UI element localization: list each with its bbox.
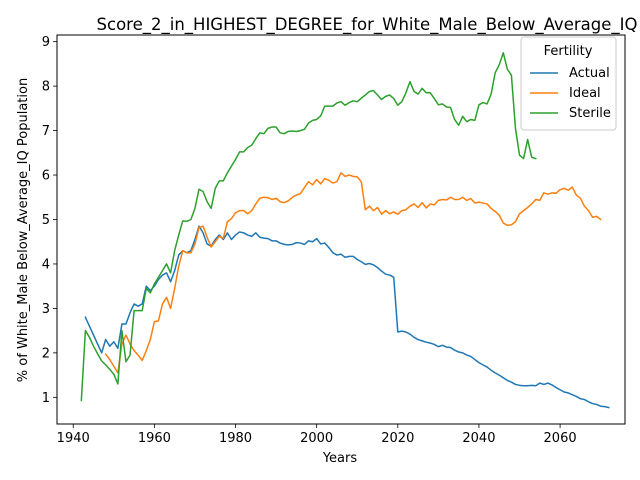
x-tick-label: 1960 bbox=[138, 431, 171, 446]
y-tick-label: 6 bbox=[42, 169, 50, 184]
legend: Fertility Actual Ideal Sterile bbox=[520, 36, 617, 131]
x-axis: 1940 1960 1980 2000 2020 2040 2060 bbox=[57, 424, 577, 446]
series-line-actual bbox=[84, 225, 610, 409]
y-tick-label: 8 bbox=[42, 80, 50, 95]
y-tick-label: 9 bbox=[42, 35, 50, 50]
legend-label-ideal: Ideal bbox=[569, 86, 601, 101]
plot-lines bbox=[80, 52, 610, 409]
y-tick-label: 3 bbox=[42, 302, 50, 317]
y-tick-label: 1 bbox=[42, 391, 50, 406]
x-tick-label: 1980 bbox=[219, 431, 252, 446]
legend-title: Fertility bbox=[544, 44, 593, 59]
series-line-sterile bbox=[80, 52, 537, 402]
y-axis-label: % of White_Male Below_Average_IQ Populat… bbox=[16, 78, 31, 382]
legend-entries: Actual Ideal Sterile bbox=[530, 66, 611, 121]
legend-box bbox=[520, 36, 617, 131]
y-tick-label: 4 bbox=[42, 257, 50, 272]
series-line-ideal bbox=[104, 172, 602, 374]
y-axis: 1 2 3 4 5 6 7 8 9 bbox=[42, 35, 57, 406]
y-tick-label: 5 bbox=[42, 213, 50, 228]
x-tick-label: 2060 bbox=[544, 431, 577, 446]
plot-area-frame bbox=[56, 34, 626, 425]
y-tick-label: 2 bbox=[42, 346, 50, 361]
x-tick-label: 2020 bbox=[381, 431, 414, 446]
y-tick-label: 7 bbox=[42, 124, 50, 139]
x-tick-label: 2040 bbox=[462, 431, 495, 446]
x-tick-label: 2000 bbox=[300, 431, 333, 446]
x-tick-label: 1940 bbox=[57, 431, 90, 446]
x-axis-label: Years bbox=[322, 451, 358, 466]
legend-label-actual: Actual bbox=[569, 66, 610, 81]
legend-label-sterile: Sterile bbox=[569, 106, 611, 121]
chart-title: Score_2_in_HIGHEST_DEGREE_for_White_Male… bbox=[97, 15, 638, 35]
